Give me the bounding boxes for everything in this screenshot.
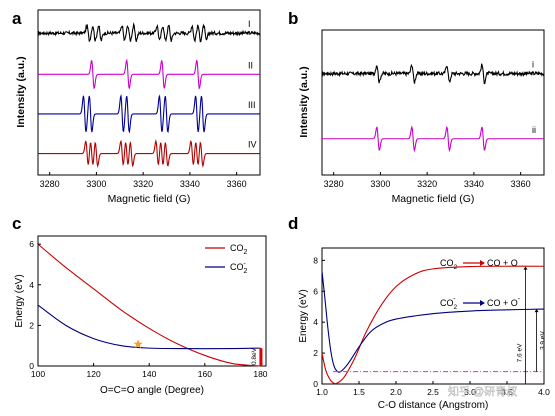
panel-d-ticks: 1.0 1.5 2.0 2.5 3.0 3.5 4.0 0 2 4 6 8 bbox=[313, 255, 550, 397]
energy-arrowhead bbox=[523, 266, 528, 270]
x-tick-label: 3.0 bbox=[464, 387, 476, 397]
series-label-I: I bbox=[248, 19, 251, 29]
panel-c-annotations: 0.8eV bbox=[133, 339, 263, 366]
x-tick-label: 1.5 bbox=[353, 387, 365, 397]
trace-II bbox=[38, 58, 260, 90]
series-label-III: III bbox=[248, 100, 256, 110]
y-tick-label: 4 bbox=[313, 317, 318, 327]
trace-I bbox=[37, 22, 261, 43]
x-tick-label: 1.0 bbox=[316, 387, 328, 397]
reaction-label-co2-anion: CO2- bbox=[440, 296, 458, 311]
x-tick-label: 120 bbox=[87, 369, 101, 379]
panel-letter-a: a bbox=[12, 9, 22, 28]
panel-b: 3280 3300 3320 3340 3360 Magnetic field (G) … bbox=[298, 29, 545, 205]
panel-b-x-ticks: 3280 3300 3320 3340 3360 bbox=[324, 172, 531, 189]
panel-c-curves bbox=[37, 243, 261, 367]
x-tick-label: 4.0 bbox=[538, 387, 550, 397]
panel-b-x-label: Magnetic field (G) bbox=[392, 193, 475, 205]
y-tick-label: 4 bbox=[29, 280, 34, 290]
x-tick-label: 3320 bbox=[133, 179, 153, 189]
legend-label: CO2 bbox=[230, 243, 248, 256]
curve-co2 bbox=[37, 243, 261, 367]
curve-co2-anion bbox=[37, 304, 261, 350]
panel-a: 3280 3300 3320 3340 3360 Magnetic field (G) … bbox=[15, 9, 261, 205]
y-tick-label: 2 bbox=[313, 348, 318, 358]
panel-d: 1.0 1.5 2.0 2.5 3.0 3.5 4.0 0 2 4 6 8 C-O distance … bbox=[298, 247, 550, 411]
panel-a-y-label: Intensity (a.u.) bbox=[15, 56, 27, 127]
x-tick-label: 3.5 bbox=[501, 387, 513, 397]
trace-i bbox=[321, 63, 545, 85]
x-tick-label: 3340 bbox=[464, 179, 484, 189]
energy-arrowhead bbox=[534, 309, 539, 313]
watermark-text: 知乎 @研青叔 bbox=[448, 384, 517, 398]
panel-c-ticks: 100 120 140 160 180 0 2 4 6 bbox=[29, 239, 268, 379]
panel-d-y-label: Energy (eV) bbox=[298, 289, 309, 342]
reaction-arrowhead bbox=[480, 300, 485, 306]
energy-label-7-6: 7.6 eV bbox=[517, 343, 524, 362]
trace-III bbox=[38, 93, 260, 134]
series-label-IV: IV bbox=[248, 140, 257, 150]
y-tick-label: 6 bbox=[29, 239, 34, 249]
panel-b-series-labels: iii bbox=[532, 60, 536, 135]
panel-d-curves bbox=[321, 265, 545, 385]
panel-d-reaction-labels: CO2 CO + O CO2- CO + O- bbox=[440, 258, 521, 311]
panel-a-x-label: Magnetic field (G) bbox=[108, 193, 191, 205]
gap-label: 0.8eV bbox=[251, 347, 258, 365]
reaction-arrowhead bbox=[480, 260, 485, 266]
y-tick-label: 8 bbox=[313, 255, 318, 265]
x-tick-label: 3280 bbox=[324, 179, 344, 189]
panel-c: 100 120 140 160 180 0 2 4 6 O=C=O angle (Degree)… bbox=[14, 235, 268, 396]
panel-a-x-ticks: 3280 3300 3320 3340 3360 bbox=[40, 172, 247, 189]
x-tick-label: 3340 bbox=[180, 179, 200, 189]
star-marker bbox=[133, 339, 143, 349]
x-tick-label: 2.5 bbox=[427, 387, 439, 397]
x-tick-label: 2.0 bbox=[390, 387, 402, 397]
panel-b-traces bbox=[321, 63, 545, 153]
x-tick-label: 3300 bbox=[86, 179, 106, 189]
legend-label: CO2- bbox=[230, 261, 248, 275]
panel-c-legend: CO2 CO2- bbox=[205, 243, 248, 275]
x-tick-label: 3320 bbox=[417, 179, 437, 189]
x-tick-label: 3360 bbox=[511, 179, 531, 189]
panel-c-x-label: O=C=O angle (Degree) bbox=[100, 385, 204, 396]
series-label-II: II bbox=[248, 60, 253, 70]
panel-letter-d: d bbox=[288, 214, 298, 233]
trace-IV bbox=[38, 139, 260, 169]
panel-d-annotations: 7.6 eV 3.9 eV bbox=[517, 266, 547, 384]
panel-a-frame bbox=[37, 9, 261, 176]
curve-co2-anion-dissociation bbox=[321, 271, 545, 373]
series-label-ii: ii bbox=[532, 125, 536, 135]
y-tick-label: 0 bbox=[313, 379, 318, 389]
x-tick-label: 160 bbox=[198, 369, 212, 379]
x-tick-label: 3300 bbox=[370, 179, 390, 189]
x-tick-label: 100 bbox=[31, 369, 45, 379]
x-tick-label: 3280 bbox=[40, 179, 60, 189]
y-tick-label: 6 bbox=[313, 286, 318, 296]
curve-co2-dissociation bbox=[321, 265, 545, 385]
y-tick-label: 2 bbox=[29, 320, 34, 330]
trace-ii bbox=[322, 125, 544, 153]
panel-letter-b: b bbox=[288, 9, 298, 28]
series-label-i: i bbox=[532, 60, 534, 70]
panel-letter-c: c bbox=[12, 214, 21, 233]
reaction-label-co2: CO2 bbox=[440, 258, 458, 271]
x-tick-label: 180 bbox=[253, 369, 267, 379]
panel-c-frame bbox=[37, 235, 267, 367]
reaction-products-co2: CO + O bbox=[487, 258, 518, 268]
panel-c-y-label: Energy (eV) bbox=[14, 274, 25, 327]
energy-label-3-9: 3.9 eV bbox=[540, 331, 547, 350]
x-tick-label: 3360 bbox=[227, 179, 247, 189]
panel-a-traces bbox=[37, 22, 261, 169]
x-tick-label: 140 bbox=[142, 369, 156, 379]
y-tick-label: 0 bbox=[29, 361, 34, 371]
panel-b-frame bbox=[321, 29, 545, 176]
panel-d-x-label: C-O distance (Angstrom) bbox=[378, 400, 489, 411]
panel-b-y-label: Intensity (a.u.) bbox=[298, 66, 310, 137]
reaction-products-co2-anion: CO + O- bbox=[487, 296, 521, 308]
